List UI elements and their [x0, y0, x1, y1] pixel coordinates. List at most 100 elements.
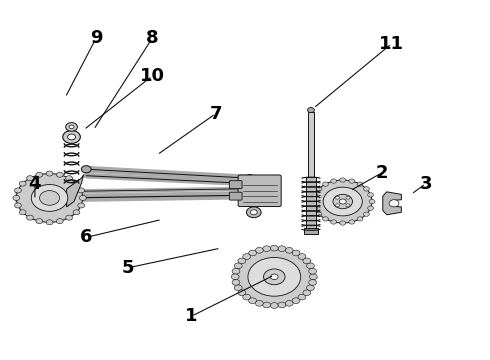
Circle shape — [26, 176, 33, 181]
Text: 5: 5 — [122, 259, 134, 277]
Text: 7: 7 — [209, 105, 222, 123]
Circle shape — [303, 258, 311, 264]
Polygon shape — [383, 192, 401, 215]
Text: 9: 9 — [90, 30, 102, 48]
Circle shape — [323, 187, 362, 216]
Circle shape — [270, 303, 278, 309]
Circle shape — [309, 268, 317, 274]
Circle shape — [15, 188, 22, 193]
Circle shape — [264, 269, 285, 285]
Circle shape — [333, 194, 352, 209]
Circle shape — [292, 298, 300, 303]
Circle shape — [255, 301, 263, 306]
Circle shape — [340, 221, 345, 225]
Circle shape — [307, 263, 315, 269]
Circle shape — [285, 301, 293, 306]
Circle shape — [250, 210, 257, 215]
Circle shape — [298, 254, 306, 260]
Polygon shape — [67, 175, 84, 207]
Circle shape — [336, 204, 340, 207]
Circle shape — [40, 190, 59, 205]
Circle shape — [389, 200, 399, 207]
Circle shape — [56, 219, 63, 224]
Circle shape — [243, 294, 250, 300]
Circle shape — [322, 217, 328, 221]
Circle shape — [234, 285, 242, 291]
Circle shape — [79, 195, 86, 201]
Circle shape — [69, 125, 74, 129]
Circle shape — [234, 263, 242, 269]
Circle shape — [73, 210, 80, 215]
Text: 6: 6 — [80, 228, 93, 246]
Circle shape — [68, 134, 75, 140]
Circle shape — [270, 274, 278, 280]
Circle shape — [346, 204, 350, 207]
Circle shape — [232, 268, 240, 274]
Circle shape — [303, 290, 311, 296]
Circle shape — [364, 187, 369, 191]
Circle shape — [81, 166, 91, 173]
Circle shape — [314, 180, 372, 223]
Circle shape — [292, 250, 300, 256]
Circle shape — [13, 195, 20, 201]
Circle shape — [263, 302, 270, 308]
Circle shape — [316, 187, 322, 191]
Circle shape — [357, 217, 363, 221]
Circle shape — [15, 203, 22, 208]
Circle shape — [56, 172, 63, 177]
Circle shape — [19, 210, 26, 215]
FancyBboxPatch shape — [229, 181, 242, 189]
Circle shape — [298, 294, 306, 300]
FancyBboxPatch shape — [229, 192, 242, 200]
Circle shape — [73, 181, 80, 186]
Circle shape — [369, 199, 375, 204]
Circle shape — [66, 215, 73, 220]
Circle shape — [78, 188, 85, 193]
Text: 10: 10 — [140, 67, 165, 85]
Circle shape — [19, 181, 26, 186]
Circle shape — [349, 220, 355, 224]
Circle shape — [246, 207, 261, 218]
Circle shape — [309, 280, 317, 285]
Circle shape — [245, 175, 255, 182]
Circle shape — [308, 108, 315, 113]
Circle shape — [248, 257, 301, 296]
FancyBboxPatch shape — [238, 175, 281, 207]
Text: 1: 1 — [185, 307, 197, 325]
Circle shape — [263, 246, 270, 252]
Circle shape — [364, 212, 369, 216]
Circle shape — [249, 250, 256, 256]
Circle shape — [270, 245, 278, 251]
Circle shape — [243, 254, 250, 260]
Circle shape — [278, 246, 286, 252]
Circle shape — [63, 131, 80, 143]
Circle shape — [232, 280, 240, 285]
Text: 4: 4 — [28, 175, 41, 193]
Circle shape — [238, 290, 245, 296]
Text: 2: 2 — [375, 164, 388, 182]
Circle shape — [340, 178, 345, 182]
Circle shape — [278, 302, 286, 308]
Circle shape — [238, 258, 245, 264]
Circle shape — [235, 248, 314, 306]
Circle shape — [307, 285, 315, 291]
Circle shape — [349, 179, 355, 183]
Circle shape — [78, 203, 85, 208]
Circle shape — [316, 212, 322, 216]
Circle shape — [285, 247, 293, 253]
Circle shape — [331, 220, 337, 224]
Circle shape — [46, 220, 53, 225]
Circle shape — [36, 219, 43, 224]
Bar — [306, 177, 317, 230]
Circle shape — [331, 179, 337, 183]
Circle shape — [310, 274, 318, 280]
Text: 8: 8 — [146, 30, 158, 48]
Circle shape — [368, 206, 373, 210]
Circle shape — [36, 172, 43, 177]
Circle shape — [66, 176, 73, 181]
Circle shape — [346, 196, 350, 199]
Circle shape — [26, 215, 33, 220]
Circle shape — [231, 274, 239, 280]
Circle shape — [312, 206, 318, 210]
Circle shape — [249, 298, 256, 303]
